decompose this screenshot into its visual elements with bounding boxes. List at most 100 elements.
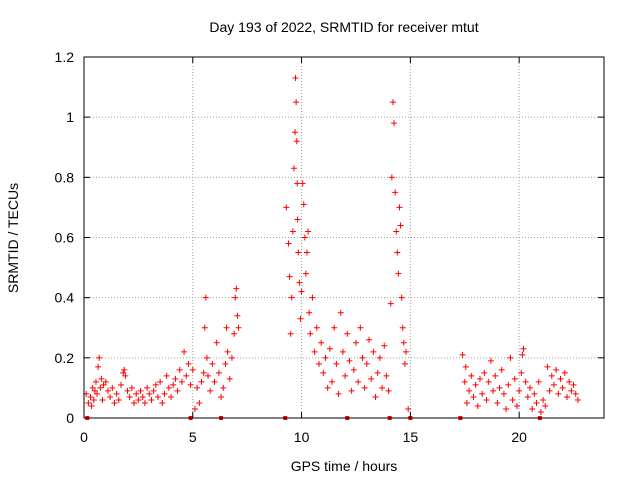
x-tick-label: 20: [511, 429, 527, 445]
x-axis-label: GPS time / hours: [291, 458, 398, 474]
data-point: [90, 396, 97, 403]
data-point: [474, 402, 481, 409]
data-point: [295, 249, 302, 256]
data-point: [97, 384, 104, 391]
data-point: [150, 387, 157, 394]
data-point: [234, 312, 241, 319]
axis-ticks: 0 0.2 0.4 0.6 0.8 1 1.2 0 5 10 15 20: [55, 49, 604, 445]
y-tick-label: 1.2: [55, 49, 75, 65]
data-point: [304, 249, 311, 256]
data-point: [178, 378, 185, 385]
data-point: [183, 372, 190, 379]
data-point: [196, 399, 203, 406]
data-point: [533, 399, 540, 406]
data-point: [500, 390, 507, 397]
data-point: [381, 342, 388, 349]
data-point: [322, 354, 329, 361]
data-point: [131, 399, 138, 406]
data-point: [344, 330, 351, 337]
data-point: [479, 390, 486, 397]
data-point: [148, 396, 155, 403]
data-point: [483, 396, 490, 403]
data-point: [170, 381, 177, 388]
data-point: [222, 360, 229, 367]
y-tick-label: 0.8: [55, 169, 75, 185]
data-point: [335, 390, 342, 397]
data-point: [157, 378, 164, 385]
data-point: [392, 189, 399, 196]
y-axis-label: SRMTID / TECUs: [5, 183, 21, 293]
y-tick-label: 0.2: [55, 350, 75, 366]
data-point: [522, 378, 529, 385]
data-point: [511, 375, 518, 382]
data-point: [393, 228, 400, 235]
data-point: [293, 99, 300, 106]
data-point: [398, 294, 405, 301]
data-point: [135, 396, 142, 403]
data-point: [99, 396, 106, 403]
data-point: [168, 393, 175, 400]
data-point: [285, 240, 292, 247]
data-point: [529, 405, 536, 412]
data-point: [152, 381, 159, 388]
data-point: [555, 390, 562, 397]
data-point: [300, 201, 307, 208]
data-point: [346, 357, 353, 364]
data-point: [368, 375, 375, 382]
data-point: [146, 390, 153, 397]
data-point: [161, 390, 168, 397]
data-point: [326, 345, 333, 352]
data-point: [126, 393, 133, 400]
data-point: [203, 354, 210, 361]
data-point: [302, 270, 309, 277]
data-point: [139, 393, 146, 400]
data-point: [566, 378, 573, 385]
data-point: [313, 324, 320, 331]
data-point: [292, 75, 299, 82]
data-point: [401, 360, 408, 367]
data-point: [366, 336, 373, 343]
grid: [84, 57, 604, 418]
data-point: [194, 384, 201, 391]
data-point: [95, 363, 102, 370]
data-point: [557, 375, 564, 382]
data-point: [570, 381, 577, 388]
y-tick-label: 0: [66, 410, 74, 426]
data-point: [487, 357, 494, 364]
data-point: [396, 204, 403, 211]
data-points: [83, 75, 581, 415]
data-point: [163, 372, 170, 379]
data-point: [165, 384, 172, 391]
data-point: [459, 351, 466, 358]
data-point: [535, 378, 542, 385]
data-point: [397, 222, 404, 229]
data-point: [395, 270, 402, 277]
data-point: [561, 369, 568, 376]
data-point: [289, 228, 296, 235]
data-point: [299, 180, 306, 187]
data-point: [376, 354, 383, 361]
data-point: [102, 378, 109, 385]
data-point: [333, 360, 340, 367]
data-point: [290, 165, 297, 172]
data-point: [357, 324, 364, 331]
data-point: [315, 360, 322, 367]
data-point: [120, 369, 127, 376]
data-point: [546, 387, 553, 394]
data-point: [352, 339, 359, 346]
data-point: [359, 354, 366, 361]
data-point: [104, 387, 111, 394]
data-point: [389, 99, 396, 106]
data-point: [226, 375, 233, 382]
data-point: [311, 348, 318, 355]
data-point: [324, 384, 331, 391]
data-point: [294, 216, 301, 223]
data-point: [540, 396, 547, 403]
data-point: [568, 387, 575, 394]
data-point: [198, 378, 205, 385]
x-tick-label: 5: [189, 429, 197, 445]
data-point: [374, 369, 381, 376]
data-point: [503, 405, 510, 412]
data-point: [92, 378, 99, 385]
